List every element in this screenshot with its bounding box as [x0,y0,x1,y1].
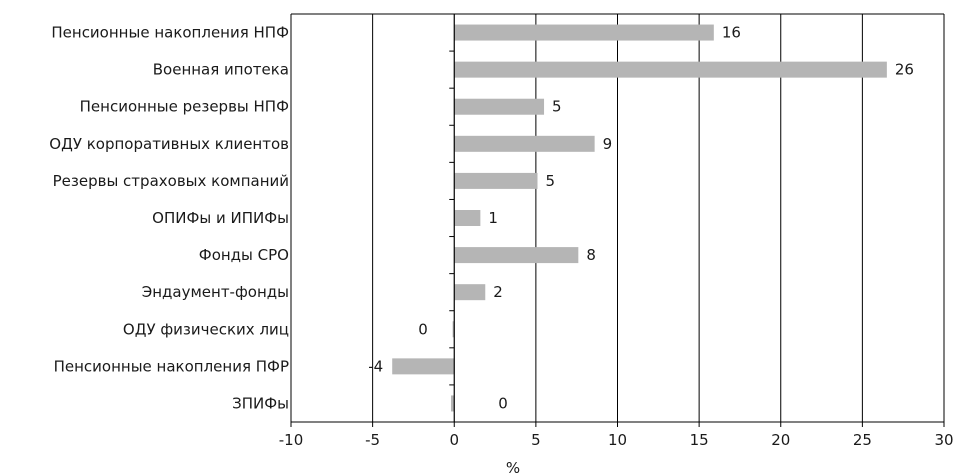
data-label: 26 [895,61,914,79]
data-label: 16 [722,24,741,42]
category-label: Пенсионные накопления ПФР [54,357,289,375]
data-label: 8 [586,246,596,264]
bar [454,284,486,301]
category-label: Эндаумент-фонды [142,283,289,301]
gridlines [290,14,945,422]
bar [454,210,481,226]
bar [454,24,714,41]
category-label: ЗПИФы [232,394,289,412]
bar [450,395,455,412]
x-tick-label: 5 [531,431,541,449]
bar [454,247,579,264]
bar [454,135,595,152]
x-tick-label: 20 [771,431,790,449]
bar [454,172,538,189]
category-label: ОДУ корпоративных клиентов [49,135,289,153]
data-label: 2 [493,283,503,301]
data-label: 0 [418,320,428,338]
x-tick-label: 10 [608,431,627,449]
category-label: Пенсионные резервы НПФ [80,98,289,116]
x-tick-label: 0 [449,431,459,449]
category-label: ОПИФы и ИПИФы [152,209,289,227]
category-label: Военная ипотека [153,61,289,79]
bar [392,358,455,375]
bars [392,24,887,412]
category-label: Фонды СРО [199,246,289,264]
category-label: ОДУ физических лиц [123,320,289,338]
bar [454,98,545,115]
category-label: Резервы страховых компаний [53,172,289,190]
x-tick-label: 30 [934,431,953,449]
x-tick-label: 15 [690,431,709,449]
data-label: 0 [498,394,508,412]
data-label: 5 [552,98,562,116]
axes [290,13,945,427]
data-label: 5 [546,172,556,190]
x-tick-label: -10 [279,431,304,449]
data-label: 9 [603,135,613,153]
x-axis-title: % [506,459,520,475]
bar [452,321,455,338]
data-label: -4 [368,357,383,375]
category-label: Пенсионные накопления НПФ [51,24,289,42]
data-label: 1 [488,209,498,227]
x-tick-label: 25 [853,431,872,449]
x-tick-label: -5 [365,431,380,449]
bar [454,61,887,78]
